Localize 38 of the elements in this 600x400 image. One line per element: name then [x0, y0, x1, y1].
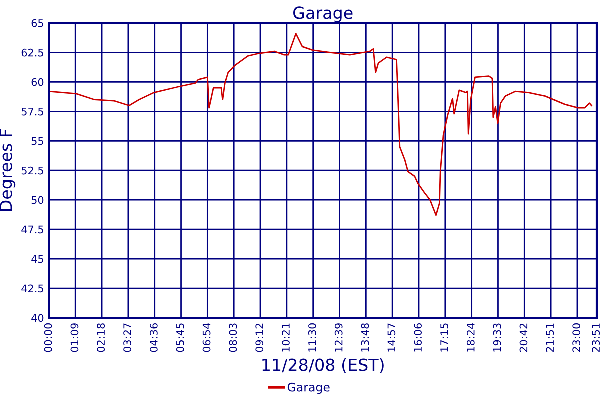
y-tick-label: 60 — [32, 78, 44, 86]
y-tick-label: 55 — [32, 137, 44, 146]
x-tick-label: 01:09 — [70, 324, 79, 352]
x-tick-label: 17:15 — [440, 324, 448, 352]
x-tick-label: 00:00 — [44, 324, 52, 352]
x-tick-label: 21:51 — [546, 324, 554, 352]
y-axis-title: Degrees F — [0, 129, 16, 212]
legend-label: Garage — [288, 382, 330, 394]
x-tick-label: 05:45 — [176, 324, 184, 352]
y-tick-label: 47.5 — [22, 226, 44, 234]
x-tick-label: 16:06 — [414, 324, 422, 352]
x-tick-label: 23:00 — [572, 324, 580, 352]
x-tick-label: 23:51 — [592, 324, 600, 352]
x-tick-label: 12:39 — [334, 324, 343, 352]
y-tick-label: 42.5 — [22, 284, 44, 293]
x-tick-label: 06:54 — [202, 323, 211, 352]
y-tick-label: 57.5 — [22, 108, 44, 116]
x-tick-label: 03:27 — [124, 324, 132, 352]
x-tick-label: 02:18 — [97, 324, 106, 352]
y-tick-label: 65 — [32, 19, 44, 28]
line-series — [49, 33, 592, 216]
chart-title: Garage — [294, 6, 353, 22]
x-tick-label: 20:42 — [520, 324, 528, 352]
y-tick-label: 45 — [32, 255, 44, 264]
x-tick-label: 09:12 — [256, 324, 264, 352]
x-tick-label: 14:57 — [388, 324, 396, 352]
x-tick-label: 18:24 — [466, 323, 475, 352]
x-tick-label: 13:48 — [361, 324, 370, 352]
y-tick-label: 52.5 — [22, 166, 44, 175]
x-tick-label: 11:30 — [308, 324, 316, 352]
y-tick-label: 40 — [32, 314, 44, 322]
x-axis-title: 11/28/08 (EST) — [262, 358, 384, 374]
x-tick-label: 19:33 — [493, 324, 502, 352]
y-tick-label: 50 — [32, 196, 44, 204]
x-tick-label: 10:21 — [282, 324, 290, 352]
x-tick-label: 08:03 — [229, 324, 238, 352]
y-tick-label: 62.5 — [22, 48, 44, 57]
x-tick-label: 04:36 — [150, 324, 158, 352]
